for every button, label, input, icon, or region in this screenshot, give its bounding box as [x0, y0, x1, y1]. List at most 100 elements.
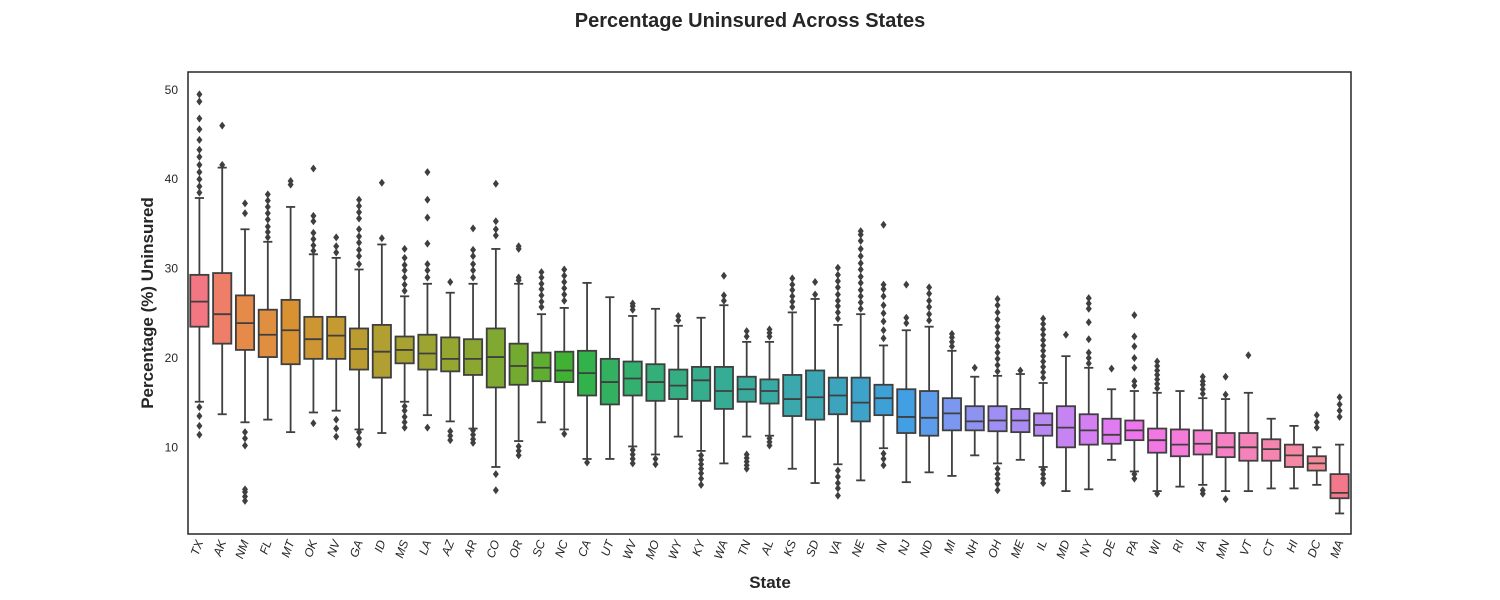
- outlier-point: [880, 317, 887, 326]
- outlier-point: [242, 199, 249, 208]
- y-tick-label: 10: [165, 440, 179, 454]
- box-vt: [1238, 351, 1259, 493]
- outlier-point: [242, 441, 249, 450]
- iqr-box: [1101, 417, 1122, 445]
- outlier-point: [880, 326, 887, 335]
- outlier-point: [264, 227, 271, 236]
- box-wv: [622, 299, 643, 468]
- iqr-box: [850, 376, 871, 423]
- outlier-point: [1199, 372, 1206, 381]
- box-wi: [1147, 357, 1168, 498]
- x-tick-label: NY: [1077, 537, 1096, 558]
- outlier-point: [1040, 314, 1047, 323]
- outlier-point: [698, 469, 705, 478]
- box-mi: [941, 329, 962, 477]
- outlier-point: [310, 228, 317, 237]
- x-tick-label: GA: [347, 538, 366, 559]
- x-tick-label: MS: [392, 538, 411, 560]
- outlier-point: [1040, 373, 1047, 382]
- box-in: [873, 220, 894, 470]
- box-me: [1010, 366, 1031, 461]
- outlier-point: [264, 215, 271, 224]
- outlier-point: [538, 285, 545, 294]
- box-nm: [234, 199, 256, 505]
- outlier-point: [356, 208, 363, 217]
- x-tick-label: RI: [1170, 538, 1187, 555]
- outlier-point: [812, 278, 819, 286]
- outlier-point: [834, 283, 841, 292]
- x-tick-label: CT: [1259, 537, 1278, 558]
- x-tick-label: AL: [758, 538, 777, 558]
- x-tick-label: ID: [371, 538, 388, 554]
- box-ri: [1169, 390, 1190, 488]
- x-tick-label: LA: [416, 538, 434, 557]
- outlier-point: [834, 302, 841, 311]
- box-id: [371, 178, 392, 434]
- outlier-point: [401, 412, 408, 421]
- outlier-point: [629, 454, 636, 463]
- outlier-point: [994, 301, 1001, 310]
- x-tick-label: UT: [598, 537, 617, 558]
- iqr-box: [1215, 432, 1236, 459]
- outlier-point: [880, 280, 887, 289]
- outlier-point: [196, 97, 203, 106]
- x-tick-label: TN: [735, 538, 754, 558]
- outlier-point: [1108, 364, 1115, 373]
- outlier-point: [356, 260, 363, 269]
- outlier-point: [698, 451, 705, 460]
- outlier-point: [994, 294, 1001, 303]
- outlier-point: [698, 464, 705, 473]
- box-ne: [850, 227, 871, 482]
- outlier-point: [994, 308, 1001, 317]
- x-tick-label: OH: [985, 538, 1004, 560]
- x-tick-label: WI: [1146, 538, 1164, 557]
- outlier-point: [698, 455, 705, 464]
- outlier-point: [333, 248, 340, 257]
- outlier-point: [926, 303, 933, 312]
- outlier-point: [834, 472, 841, 481]
- outlier-point: [789, 286, 796, 295]
- outlier-point: [926, 289, 933, 298]
- x-tick-label: MN: [1213, 538, 1233, 561]
- outlier-point: [424, 266, 431, 275]
- x-tick-label: VT: [1237, 537, 1256, 558]
- box-de: [1101, 364, 1122, 461]
- outlier-point: [515, 446, 522, 455]
- x-tick-label: PA: [1123, 538, 1141, 557]
- box-wa: [713, 271, 734, 465]
- outlier-point: [903, 319, 910, 328]
- outlier-point: [994, 474, 1001, 483]
- x-tick-label: AR: [461, 538, 480, 560]
- box-ms: [394, 244, 415, 432]
- outlier-point: [994, 322, 1001, 331]
- box-ar: [463, 224, 484, 447]
- box-hi: [1283, 424, 1305, 490]
- outlier-point: [356, 195, 363, 204]
- outlier-point: [698, 474, 705, 483]
- outlier-point: [515, 442, 522, 451]
- outlier-point: [880, 285, 887, 294]
- iqr-box: [691, 365, 712, 402]
- x-tick-label: NM: [232, 538, 252, 560]
- outlier-point: [264, 209, 271, 218]
- iqr-box: [280, 298, 301, 366]
- box-ky: [691, 316, 712, 489]
- outlier-point: [857, 259, 864, 268]
- outlier-point: [1131, 311, 1138, 320]
- outlier-point: [1040, 330, 1047, 339]
- iqr-box: [964, 405, 985, 432]
- x-tick-label: NJ: [895, 537, 914, 557]
- box-dc: [1306, 411, 1327, 486]
- outlier-point: [880, 292, 887, 301]
- x-tick-label: CA: [575, 538, 594, 558]
- outlier-point: [1040, 465, 1047, 474]
- outlier-point: [1131, 377, 1138, 386]
- outlier-point: [698, 480, 705, 489]
- outlier-point: [789, 297, 796, 306]
- outlier-point: [994, 479, 1001, 488]
- y-axis-label: Percentage (%) Uninsured: [138, 197, 157, 409]
- iqr-box: [1169, 428, 1190, 458]
- outlier-point: [1131, 342, 1138, 351]
- iqr-box: [1192, 429, 1213, 456]
- outlier-point: [310, 217, 317, 226]
